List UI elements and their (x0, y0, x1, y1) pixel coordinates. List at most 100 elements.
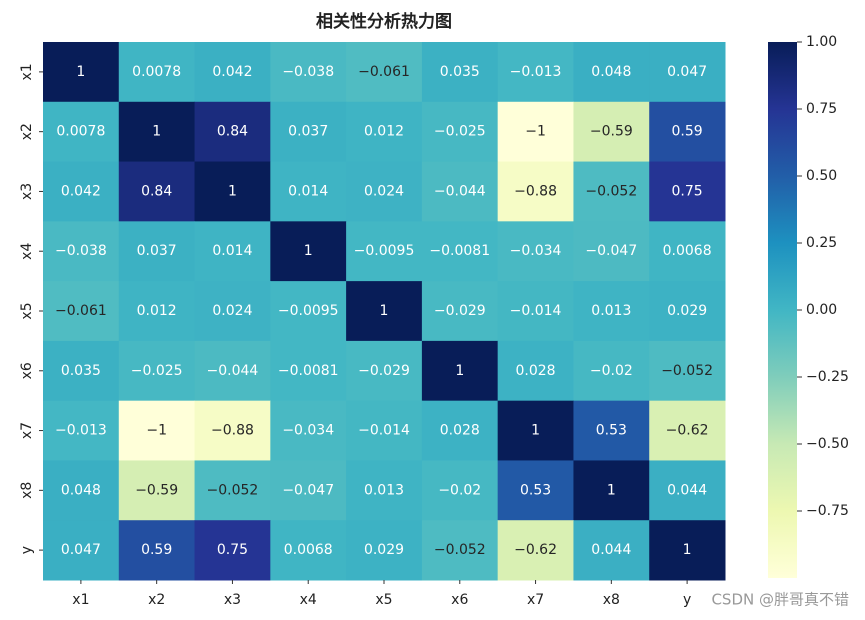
cell-label: 0.047 (667, 64, 707, 80)
y-tick-label: x6 (19, 362, 35, 379)
cell-label: 0.037 (137, 243, 177, 259)
x-tick-label: x5 (375, 592, 392, 608)
cell-label: −0.014 (358, 423, 410, 439)
heatmap-cell (118, 340, 196, 402)
heatmap-cell (497, 221, 574, 282)
y-tick-label: x5 (19, 302, 35, 319)
cell-label: 0.59 (672, 124, 703, 140)
heatmap-cell (649, 520, 726, 581)
heatmap-cell (649, 281, 726, 342)
heatmap-cell (346, 460, 423, 521)
cell-label: −0.02 (590, 363, 633, 379)
cell-label: 0.84 (141, 183, 172, 199)
cell-label: −0.025 (131, 363, 183, 379)
heatmap-cell (43, 161, 120, 222)
cell-label: 0.012 (137, 303, 177, 319)
heatmap-cell (573, 42, 650, 103)
heatmap-cell (346, 221, 423, 282)
cell-label: −0.044 (434, 183, 486, 199)
cell-label: 0.014 (212, 243, 252, 259)
cell-label: −0.62 (666, 423, 709, 439)
cell-label: 0.0068 (663, 243, 712, 259)
cell-label: 0.014 (288, 183, 328, 199)
cell-label: 0.029 (667, 303, 707, 319)
colorbar (768, 42, 797, 578)
heatmap-cell (118, 221, 196, 282)
heatmap-cell (421, 460, 499, 521)
cell-label: 0.037 (288, 124, 328, 140)
heatmap-cell (497, 101, 574, 163)
cell-label: −0.052 (585, 183, 637, 199)
heatmap-cell (194, 400, 271, 461)
heatmap-cell (421, 400, 499, 461)
cell-label: −0.59 (590, 124, 633, 140)
heatmap-cell (573, 281, 650, 342)
heatmap-cell (270, 42, 347, 103)
cell-label: −0.013 (510, 64, 562, 80)
heatmap-cell (649, 221, 726, 282)
x-tick-label: x7 (527, 592, 544, 608)
cell-label: −0.014 (510, 303, 562, 319)
heatmap-cell (194, 340, 271, 402)
heatmap-cell (649, 340, 726, 402)
heatmap-cell (43, 460, 120, 521)
cell-label: 1 (304, 243, 313, 259)
heatmap-cell (573, 400, 650, 461)
cell-label: 0.028 (440, 423, 480, 439)
colorbar-tick-label: 0.25 (806, 235, 837, 251)
heatmap-cell (346, 42, 423, 103)
cell-label: 0.047 (61, 542, 101, 558)
cell-label: −0.02 (438, 482, 481, 498)
heatmap-cell (497, 520, 574, 581)
colorbar-tick-label: 0.50 (806, 168, 837, 184)
x-tick-label: x8 (603, 592, 620, 608)
cell-label: −0.029 (358, 363, 410, 379)
cell-label: −0.0095 (278, 303, 339, 319)
y-tick-label: x2 (19, 123, 35, 140)
cell-label: −0.59 (135, 482, 178, 498)
cell-label: 0.013 (364, 482, 404, 498)
cell-label: −0.0081 (429, 243, 490, 259)
cell-label: −0.025 (434, 124, 486, 140)
cell-label: −0.061 (55, 303, 107, 319)
cell-label: −0.047 (585, 243, 637, 259)
heatmap-cell (649, 400, 726, 461)
colorbar-tick-label: −0.75 (806, 503, 849, 519)
heatmap-cell (421, 340, 499, 402)
heatmap-cell (194, 281, 271, 342)
heatmap-cell (497, 42, 574, 103)
heatmap-cell (270, 520, 347, 581)
heatmap-cell (118, 460, 196, 521)
cell-label: 0.53 (520, 482, 551, 498)
cell-label: −0.044 (207, 363, 259, 379)
heatmap-cell (649, 101, 726, 163)
cell-label: 0.028 (516, 363, 556, 379)
cell-label: 0.048 (61, 482, 101, 498)
cell-label: 0.0078 (132, 64, 181, 80)
cell-label: 1 (152, 124, 161, 140)
cell-label: 1 (531, 423, 540, 439)
y-tick-label: x8 (19, 482, 35, 499)
heatmap-cell (497, 340, 574, 402)
heatmap-cell (346, 520, 423, 581)
heatmap-cell (649, 161, 726, 222)
cell-label: −0.034 (510, 243, 562, 259)
cell-label: 0.044 (591, 542, 631, 558)
y-tick-label: x1 (19, 63, 35, 80)
cell-label: 0.84 (217, 124, 248, 140)
cell-label: 0.044 (667, 482, 707, 498)
cell-label: 1 (380, 303, 389, 319)
heatmap-cell (270, 101, 347, 163)
heatmap-cell (346, 281, 423, 342)
x-tick-label: x4 (300, 592, 317, 608)
cell-label: 0.042 (61, 183, 101, 199)
x-tick-label: x2 (148, 592, 165, 608)
cell-label: −1 (525, 124, 546, 140)
heatmap-cell (194, 460, 271, 521)
cell-label: 0.013 (591, 303, 631, 319)
heatmap-cell (118, 400, 196, 461)
heatmap-cell (346, 101, 423, 163)
cell-label: −0.052 (661, 363, 713, 379)
cell-label: −0.88 (514, 183, 557, 199)
